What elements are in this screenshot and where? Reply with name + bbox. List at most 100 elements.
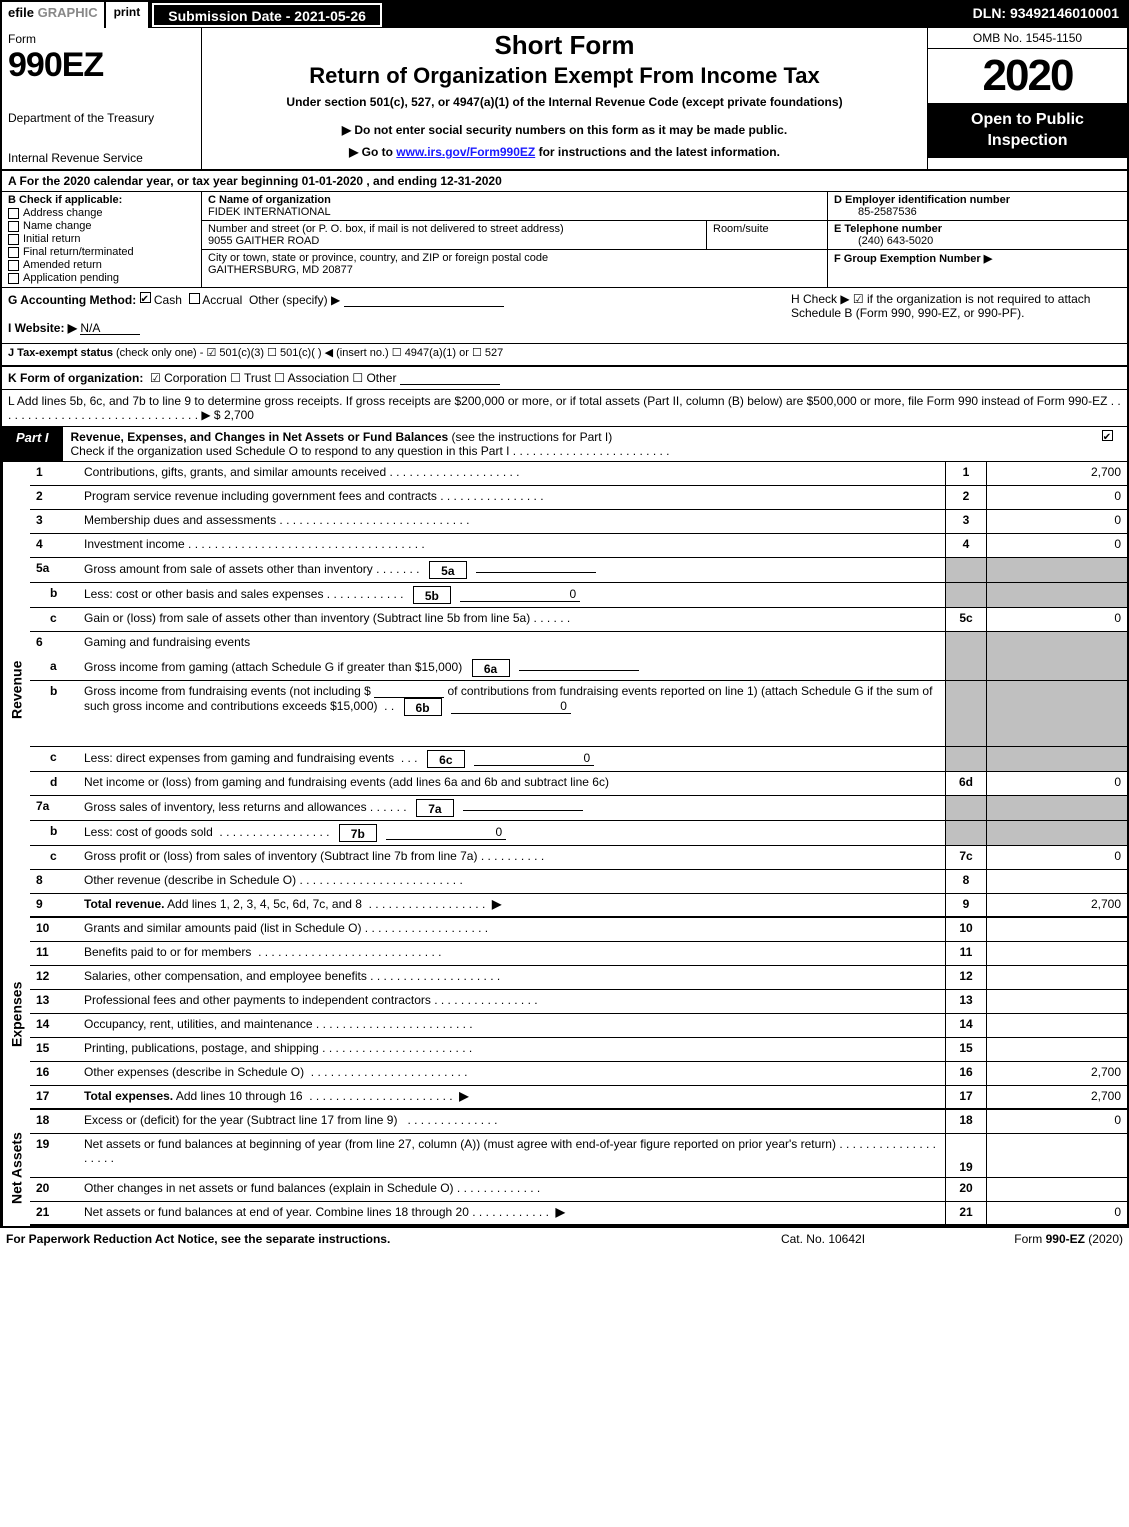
line-val-gray (987, 747, 1127, 771)
short-form-title: Short Form (208, 30, 921, 61)
checkbox-icon (8, 221, 19, 232)
k-other-input[interactable] (400, 371, 500, 385)
schedule-o-check[interactable] (1102, 430, 1113, 441)
line-val-gray (987, 656, 1127, 680)
line-5c: c Gain or (loss) from sale of assets oth… (30, 608, 1127, 632)
inline-box: 7a (416, 799, 454, 817)
line-val (987, 1014, 1127, 1037)
desc-text: Occupancy, rent, utilities, and maintena… (84, 1017, 313, 1031)
line-desc: Program service revenue including govern… (80, 486, 945, 509)
line-num: 1 (30, 462, 80, 485)
expenses-body: 10 Grants and similar amounts paid (list… (30, 918, 1127, 1110)
expenses-section: Expenses 10 Grants and similar amounts p… (2, 918, 1127, 1110)
part-i-tag: Part I (2, 427, 63, 461)
street-val: 9055 GAITHER ROAD (208, 235, 319, 247)
chk-application-pending[interactable]: Application pending (8, 272, 195, 284)
line-num: 15 (30, 1038, 80, 1061)
line-colno: 15 (945, 1038, 987, 1061)
inline-box: 6b (404, 698, 442, 716)
group-exemption-cell: F Group Exemption Number ▶ (828, 250, 1127, 287)
chk-initial-return[interactable]: Initial return (8, 233, 195, 245)
line-val (987, 990, 1127, 1013)
line-num: 11 (30, 942, 80, 965)
line-desc: Gross amount from sale of assets other t… (80, 558, 945, 582)
form-990ez-page: efile GRAPHIC print Submission Date - 20… (0, 0, 1129, 1228)
c-label: C Name of organization (208, 194, 331, 206)
header-center: Short Form Return of Organization Exempt… (202, 28, 927, 169)
line-colno-gray (945, 821, 987, 845)
f-label: F Group Exemption Number ▶ (834, 253, 992, 265)
footer-cat-no: Cat. No. 10642I (723, 1232, 923, 1246)
desc-text: Salaries, other compensation, and employ… (84, 969, 367, 983)
desc-text: Grants and similar amounts paid (list in… (84, 921, 361, 935)
line-val (987, 1038, 1127, 1061)
contrib-input[interactable] (374, 684, 444, 698)
line-17: 17 Total expenses. Add lines 10 through … (30, 1086, 1127, 1110)
desc-text: Excess or (deficit) for the year (Subtra… (84, 1113, 397, 1127)
desc-text: Printing, publications, postage, and shi… (84, 1041, 319, 1055)
line-colno-gray (945, 747, 987, 771)
form-of-org-row: K Form of organization: ☑ Corporation ☐ … (2, 367, 1127, 390)
col-def: D Employer identification number 85-2587… (827, 192, 1127, 287)
chk-label: Application pending (23, 272, 119, 284)
line-desc: Professional fees and other payments to … (80, 990, 945, 1013)
line-val-gray (987, 821, 1127, 845)
line-val-gray (987, 632, 1127, 656)
return-title: Return of Organization Exempt From Incom… (208, 63, 921, 89)
chk-final-return[interactable]: Final return/terminated (8, 246, 195, 258)
line-num: 5a (30, 558, 80, 582)
line-3: 3 Membership dues and assessments . . . … (30, 510, 1127, 534)
line-16: 16 Other expenses (describe in Schedule … (30, 1062, 1127, 1086)
line-val: 2,700 (987, 1062, 1127, 1085)
line-val-gray (987, 681, 1127, 746)
chk-cash[interactable] (140, 292, 151, 303)
line-desc: Grants and similar amounts paid (list in… (80, 918, 945, 941)
inline-box: 5a (429, 561, 467, 579)
line-13: 13 Professional fees and other payments … (30, 990, 1127, 1014)
line-num: 10 (30, 918, 80, 941)
line-15: 15 Printing, publications, postage, and … (30, 1038, 1127, 1062)
desc-text: Contributions, gifts, grants, and simila… (84, 465, 386, 479)
under-section: Under section 501(c), 527, or 4947(a)(1)… (208, 95, 921, 109)
line-colno: 12 (945, 966, 987, 989)
line-desc: Gross sales of inventory, less returns a… (80, 796, 945, 820)
irs-link[interactable]: www.irs.gov/Form990EZ (396, 145, 535, 159)
line-desc: Gaming and fundraising events (80, 632, 945, 656)
line-desc: Less: direct expenses from gaming and fu… (80, 747, 945, 771)
org-block: B Check if applicable: Address change Na… (2, 192, 1127, 288)
inline-box: 6c (427, 750, 465, 768)
line-val (987, 918, 1127, 941)
line-2: 2 Program service revenue including gove… (30, 486, 1127, 510)
g-other-input[interactable] (344, 293, 504, 307)
line-colno: 21 (945, 1202, 987, 1224)
chk-address-change[interactable]: Address change (8, 207, 195, 219)
line-colno: 1 (945, 462, 987, 485)
line-colno-gray (945, 558, 987, 582)
line-val-gray (987, 558, 1127, 582)
submission-date: Submission Date - 2021-05-26 (152, 3, 382, 27)
room-cell: Room/suite (707, 221, 827, 249)
phone-cell: E Telephone number (240) 643-5020 (828, 221, 1127, 250)
line-colno-gray (945, 632, 987, 656)
chk-name-change[interactable]: Name change (8, 220, 195, 232)
line-7c: c Gross profit or (loss) from sales of i… (30, 846, 1127, 870)
line-1: 1 Contributions, gifts, grants, and simi… (30, 462, 1127, 486)
chk-amended-return[interactable]: Amended return (8, 259, 195, 271)
chk-accrual[interactable] (189, 293, 200, 304)
print-button[interactable]: print (106, 2, 149, 28)
line-val (987, 1134, 1127, 1177)
header-left: Form 990EZ Department of the Treasury In… (2, 28, 202, 169)
chk-label: Amended return (23, 259, 102, 271)
expenses-vlabel: Expenses (2, 918, 30, 1110)
inline-box: 6a (472, 659, 510, 677)
net-assets-section: Net Assets 18 Excess or (deficit) for th… (2, 1110, 1127, 1226)
line-desc: Gross profit or (loss) from sales of inv… (80, 846, 945, 869)
inline-box: 5b (413, 586, 451, 604)
line-6c: c Less: direct expenses from gaming and … (30, 747, 1127, 772)
line-desc: Other expenses (describe in Schedule O) … (80, 1062, 945, 1085)
i-label: I Website: ▶ (8, 321, 77, 335)
line-colno: 3 (945, 510, 987, 533)
line-val: 2,700 (987, 1086, 1127, 1108)
street-cell: Number and street (or P. O. box, if mail… (202, 221, 707, 249)
desc-text: Less: direct expenses from gaming and fu… (84, 751, 394, 765)
